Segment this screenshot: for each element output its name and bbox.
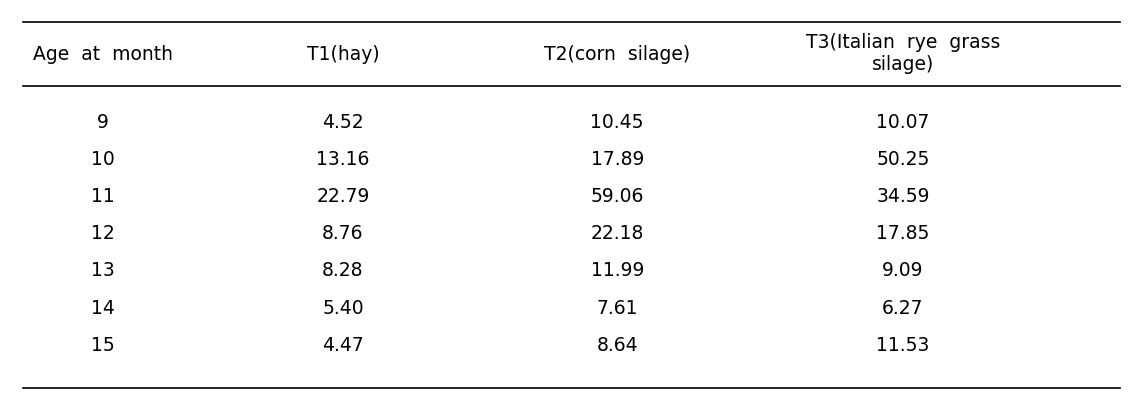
Text: 34.59: 34.59 [877,187,929,206]
Text: 4.52: 4.52 [322,112,363,132]
Text: 59.06: 59.06 [591,187,644,206]
Text: 11: 11 [91,187,114,206]
Text: 11.99: 11.99 [591,261,644,280]
Text: 11.53: 11.53 [877,336,929,355]
Text: 8.64: 8.64 [597,336,638,355]
Text: 7.61: 7.61 [597,298,638,318]
Text: 9.09: 9.09 [882,261,924,280]
Text: 15: 15 [91,336,114,355]
Text: 12: 12 [91,224,114,243]
Text: 5.40: 5.40 [322,298,363,318]
Text: 17.89: 17.89 [591,150,644,169]
Text: 10.45: 10.45 [591,112,644,132]
Text: 8.76: 8.76 [322,224,363,243]
Text: 6.27: 6.27 [882,298,924,318]
Text: 10: 10 [91,150,114,169]
Text: 22.18: 22.18 [591,224,644,243]
Text: 13.16: 13.16 [317,150,369,169]
Text: 10.07: 10.07 [877,112,929,132]
Text: 50.25: 50.25 [877,150,929,169]
Text: 13: 13 [91,261,114,280]
Text: 8.28: 8.28 [322,261,363,280]
Text: T1(hay): T1(hay) [306,44,379,64]
Text: 9: 9 [97,112,109,132]
Text: Age  at  month: Age at month [33,44,173,64]
Text: T2(corn  silage): T2(corn silage) [544,44,690,64]
Text: 4.47: 4.47 [322,336,363,355]
Text: T3(Italian  rye  grass
silage): T3(Italian rye grass silage) [806,34,1000,74]
Text: 17.85: 17.85 [877,224,929,243]
Text: 22.79: 22.79 [317,187,369,206]
Text: 14: 14 [91,298,114,318]
